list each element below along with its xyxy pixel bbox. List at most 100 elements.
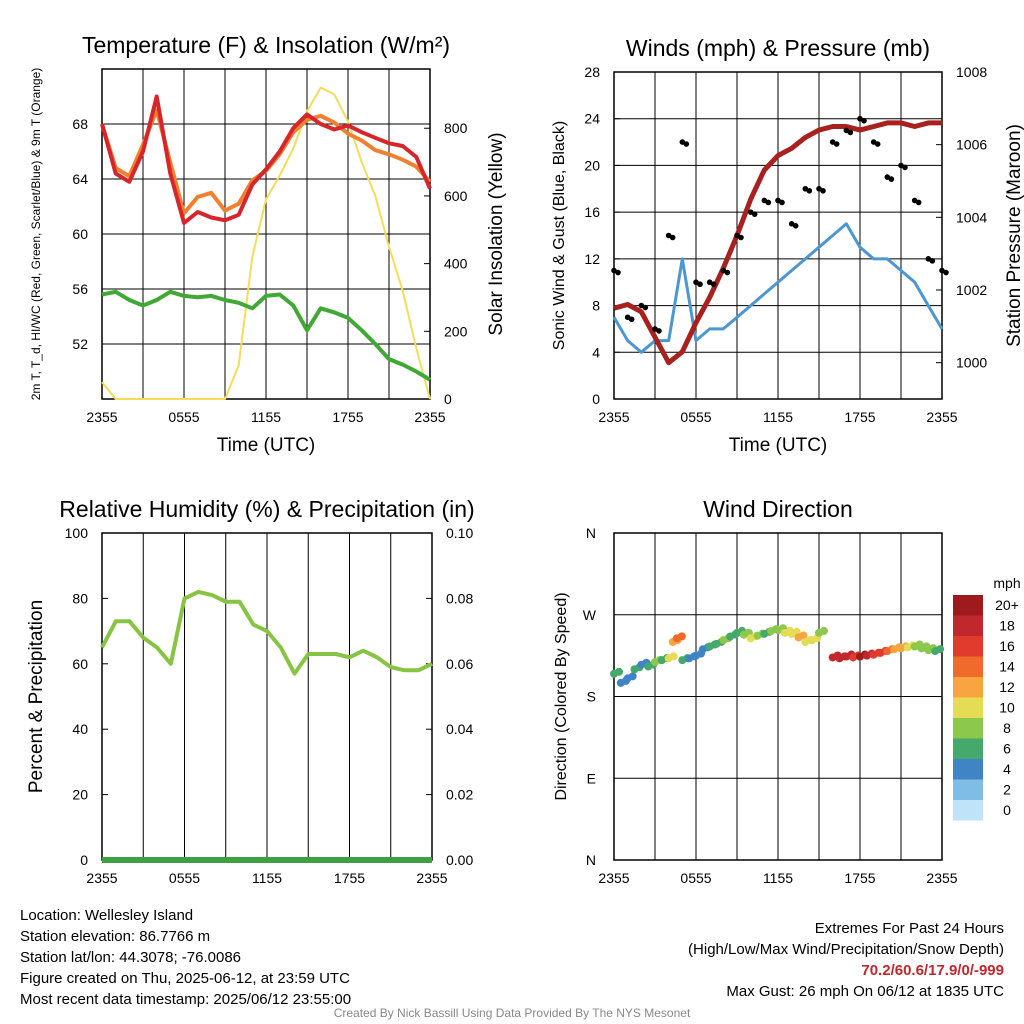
y-tick-label: 12 (584, 251, 600, 267)
direction-point (820, 626, 828, 635)
gust-point (929, 258, 936, 264)
direction-point (799, 631, 808, 640)
chart-title: Relative Humidity (%) & Precipitation (i… (59, 496, 474, 522)
chart-title: Temperature (F) & Insolation (W/m²) (82, 32, 450, 58)
y-tick-label: W (583, 607, 597, 623)
dewpoint-line (101, 289, 432, 382)
y-tick-label: 16 (584, 204, 600, 220)
y2-tick-label: 0.00 (446, 852, 473, 868)
gust-point (615, 269, 621, 276)
colorbar-label: 6 (1003, 741, 1011, 757)
y2-tick-label: 0.08 (446, 590, 473, 606)
x-tick-label: 1755 (844, 870, 875, 886)
x-tick-label: 1155 (763, 409, 793, 425)
location-text: Location: Wellesley Island (20, 907, 194, 924)
y-tick-label: 100 (65, 525, 89, 541)
x-tick-label: 0555 (168, 409, 199, 425)
gust-point (806, 187, 813, 194)
y-tick-label: N (586, 852, 596, 868)
x-axis-label: Time (UTC) (217, 435, 316, 456)
x-tick-label: 2355 (86, 870, 117, 886)
x-tick-label: 0555 (169, 870, 200, 886)
y2-tick-label: 1000 (956, 355, 987, 371)
x-tick-label: 2355 (926, 870, 957, 886)
y-axis-label: Sonic Wind & Gust (Blue, Black) (551, 121, 568, 350)
pressure-line (613, 120, 942, 366)
gust-point (628, 316, 635, 323)
elevation-text: Station elevation: 86.7766 m (20, 928, 211, 945)
gust-point (779, 199, 785, 206)
y-tick-label: 20 (72, 787, 88, 803)
x-tick-label: 2355 (598, 870, 629, 886)
latlon-text: Station lat/lon: 44.3078; -76.0086 (20, 949, 242, 966)
recent-text: Most recent data timestamp: 2025/06/12 2… (20, 991, 352, 1008)
y2-tick-label: 0.06 (446, 656, 473, 672)
gust-point (724, 269, 731, 276)
y-tick-label: 0 (80, 852, 88, 868)
y2-tick-label: 200 (444, 323, 468, 339)
wind-pressure-panel: 2355 0555 1155 1755 2355 Winds (mph) & Pressu… (551, 35, 1024, 456)
direction-point (615, 667, 623, 676)
y-axis-label: Percent & Precipitation (26, 600, 47, 793)
y2-tick-label: 400 (444, 256, 468, 272)
colorbar-swatch (953, 738, 983, 759)
y-axis-label: Direction (Colored By Speed) (553, 592, 570, 800)
colorbar-label: 16 (999, 638, 1015, 654)
x-tick-label: 1155 (252, 870, 282, 886)
y2-tick-label: 1004 (956, 209, 987, 225)
wind-line (612, 222, 944, 354)
colorbar-swatch (953, 636, 983, 657)
colorbar-swatch (953, 759, 983, 780)
extremes-values: 70.2/60.6/17.9/0/-999 (861, 962, 1004, 979)
x-tick-label: 0555 (680, 409, 711, 425)
colorbar-swatch (953, 718, 983, 739)
chart-title: Winds (mph) & Pressure (mb) (626, 35, 930, 61)
x-tick-label: 1755 (844, 409, 875, 425)
y-tick-label: 4 (592, 344, 600, 360)
gust-point (861, 117, 867, 124)
direction-point (628, 672, 637, 681)
x-tick-label: 2355 (86, 409, 117, 425)
extremes-title: Extremes For Past 24 Hours (814, 920, 1004, 937)
gust-point (943, 269, 949, 276)
y-axis-label: 2m T, T_d, HI/WC (Red, Green, Scarlet/Bl… (29, 68, 43, 401)
gust-point (710, 281, 717, 288)
solar-line (101, 86, 431, 400)
speed-colorbar: mph 20+ 18 16 14 12 10 8 6 4 2 0 (953, 575, 1021, 821)
y2-tick-label: 0.02 (446, 787, 473, 803)
y2-tick-label: 0.10 (446, 525, 473, 541)
chart-title: Wind Direction (703, 496, 853, 522)
x-tick-label: 0555 (680, 870, 711, 886)
temperature-panel: 2355 0555 1155 1755 2355 Temperature (F) & In… (29, 32, 507, 456)
gust-point (820, 187, 826, 194)
colorbar-label: 18 (999, 618, 1015, 634)
station-info: Location: Wellesley Island Station eleva… (20, 905, 351, 1010)
gust-point (833, 141, 840, 147)
colorbar-swatch (953, 615, 983, 636)
y2-tick-label: 600 (444, 188, 468, 204)
direction-point (669, 652, 678, 661)
y2-tick-label: 0 (444, 391, 452, 407)
colorbar-label: 8 (1003, 720, 1011, 736)
y-tick-label: N (586, 525, 596, 541)
y2-tick-label: 1002 (956, 282, 987, 298)
direction-point (677, 632, 686, 641)
x-tick-label: 2355 (926, 409, 957, 425)
y-tick-label: 80 (72, 590, 88, 606)
gust-point (738, 234, 744, 241)
gust-point (915, 199, 922, 206)
colorbar-label: 2 (1003, 782, 1011, 798)
x-tick-label: 1755 (334, 870, 365, 886)
credit-line: Created By Nick Bassill Using Data Provi… (333, 1006, 691, 1020)
x-tick-label: 2355 (414, 409, 445, 425)
y-tick-label: 60 (72, 656, 88, 672)
y-tick-label: 64 (72, 171, 88, 187)
x-tick-label: 1155 (763, 870, 793, 886)
humidity-precip-panel: 2355 0555 1155 1755 2355 Relative Humidity (%… (26, 496, 475, 886)
y-tick-label: 52 (72, 336, 88, 352)
y-tick-label: 0 (592, 391, 600, 407)
y-tick-label: 56 (72, 281, 88, 297)
colorbar-label: 0 (1003, 802, 1011, 818)
gust-point (669, 234, 676, 241)
